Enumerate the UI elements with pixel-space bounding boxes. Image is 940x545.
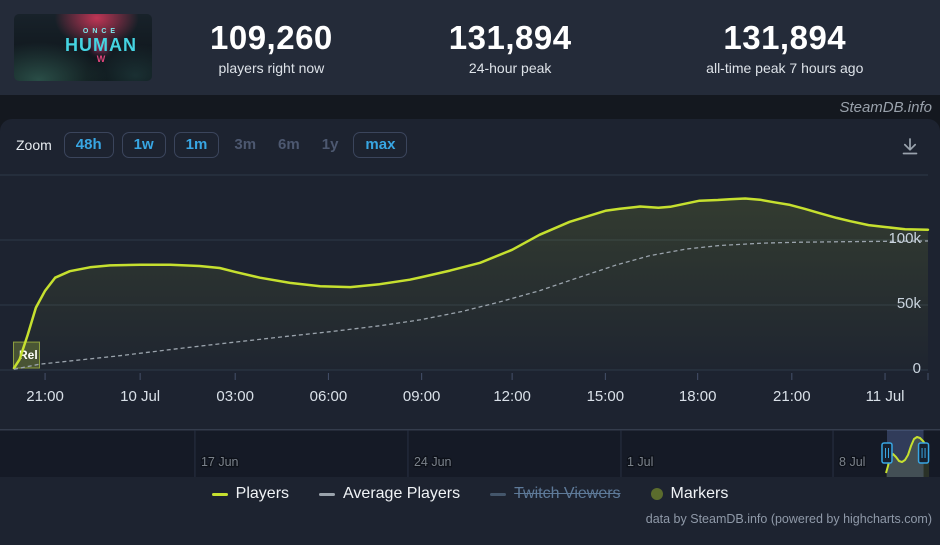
zoom-toolbar: Zoom 48h 1w 1m 3m 6m 1y max <box>16 132 408 158</box>
stat-current-players-value: 109,260 <box>209 19 333 56</box>
stat-alltime-peak-label: all-time peak 7 hours ago <box>706 60 864 76</box>
navigator-mask-right <box>923 430 940 477</box>
navigator-axis-label: 1 Jul <box>627 455 653 469</box>
watermark-strip: SteamDB.info <box>0 95 940 119</box>
zoom-button-3m: 3m <box>227 132 263 158</box>
x-axis-label: 09:00 <box>403 388 441 405</box>
header-stats: 109,260 players right now 131,894 24-hou… <box>152 19 940 76</box>
x-axis-label: 21:00 <box>26 388 64 405</box>
app-header: ONCE HUMAN W 109,260 players right now 1… <box>0 0 940 95</box>
legend-item-markers[interactable]: Markers <box>650 485 729 503</box>
steamdb-watermark: SteamDB.info <box>839 98 932 116</box>
zoom-button-48h[interactable]: 48h <box>63 132 114 158</box>
average-players-series-line <box>13 240 929 370</box>
zoom-label: Zoom <box>16 137 52 153</box>
download-button[interactable] <box>898 135 922 159</box>
x-axis-label: 03:00 <box>216 388 254 405</box>
navigator-mask-left <box>0 430 887 477</box>
x-axis-label: 10 Jul <box>120 388 160 405</box>
y-axis-label: 0 <box>913 360 921 377</box>
y-axis-label: 100k <box>888 230 921 247</box>
stat-current-players: 109,260 players right now <box>152 19 391 76</box>
legend-label: Players <box>235 485 290 502</box>
stat-24h-peak: 131,894 24-hour peak <box>391 19 630 76</box>
chart-credits: data by SteamDB.info (powered by highcha… <box>645 512 932 526</box>
stat-current-players-label: players right now <box>218 60 325 76</box>
download-icon <box>902 138 918 155</box>
x-axis-label: 18:00 <box>679 388 717 405</box>
players-series-area <box>14 198 928 370</box>
legend-item-twitch-viewers[interactable]: Twitch Viewers <box>490 485 621 503</box>
legend-swatch-markers <box>650 488 663 500</box>
chart-legend: Players Average Players Twitch Viewers Mark… <box>0 485 940 503</box>
game-logo-human: HUMAN <box>65 35 137 55</box>
x-axis-label: 12:00 <box>493 388 531 405</box>
stat-24h-peak-label: 24-hour peak <box>468 60 552 76</box>
zoom-button-1w[interactable]: 1w <box>121 132 166 158</box>
zoom-button-6m: 6m <box>271 132 307 158</box>
legend-item-average-players[interactable]: Average Players <box>319 485 460 503</box>
zoom-button-1y: 1y <box>315 132 346 158</box>
x-axis-label: 11 Jul <box>866 388 905 405</box>
game-logo: ONCE HUMAN W <box>58 28 144 64</box>
stat-alltime-peak-value: 131,894 <box>723 19 847 56</box>
game-logo-once: ONCE <box>82 28 120 35</box>
x-axis-label: 06:00 <box>310 388 348 405</box>
game-banner[interactable]: ONCE HUMAN W <box>14 14 152 81</box>
x-axis-label: 15:00 <box>587 388 625 405</box>
legend-label: Average Players <box>343 485 461 502</box>
game-logo-mark: W <box>96 54 106 64</box>
legend-swatch-players <box>211 492 228 496</box>
zoom-button-max[interactable]: max <box>353 132 408 158</box>
navigator-axis-label: 8 Jul <box>839 455 865 469</box>
y-axis-label: 50k <box>897 295 922 312</box>
legend-swatch-twitch-viewers <box>490 492 507 496</box>
zoom-button-1m[interactable]: 1m <box>173 132 220 158</box>
chart-navigator[interactable]: 17 Jun 24 Jun 1 Jul 8 Jul <box>0 429 940 479</box>
navigator-axis-label: 24 Jun <box>414 455 452 469</box>
stat-24h-peak-value: 131,894 <box>448 19 572 56</box>
navigator-handle-right[interactable] <box>917 442 930 464</box>
navigator-handle-left[interactable] <box>881 442 893 464</box>
legend-label: Markers <box>670 485 729 502</box>
players-series-line <box>12 197 930 370</box>
navigator-axis-label: 17 Jun <box>201 455 239 469</box>
legend-label: Twitch Viewers <box>514 485 621 502</box>
x-axis-label: 21:00 <box>773 388 811 405</box>
legend-swatch-average-players <box>319 492 336 496</box>
stat-alltime-peak: 131,894 all-time peak 7 hours ago <box>630 19 940 76</box>
legend-item-players[interactable]: Players <box>211 485 290 503</box>
